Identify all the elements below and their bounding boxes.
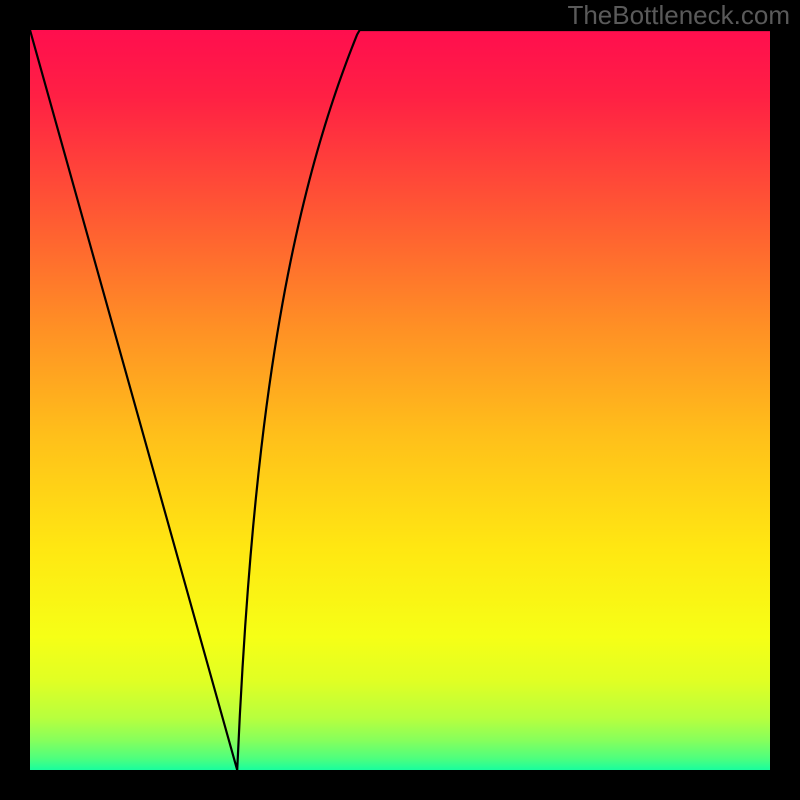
bottleneck-curve [30, 30, 770, 770]
chart-root: TheBottleneck.com [0, 0, 800, 800]
curve-layer [0, 0, 800, 800]
attribution-text: TheBottleneck.com [567, 0, 790, 31]
